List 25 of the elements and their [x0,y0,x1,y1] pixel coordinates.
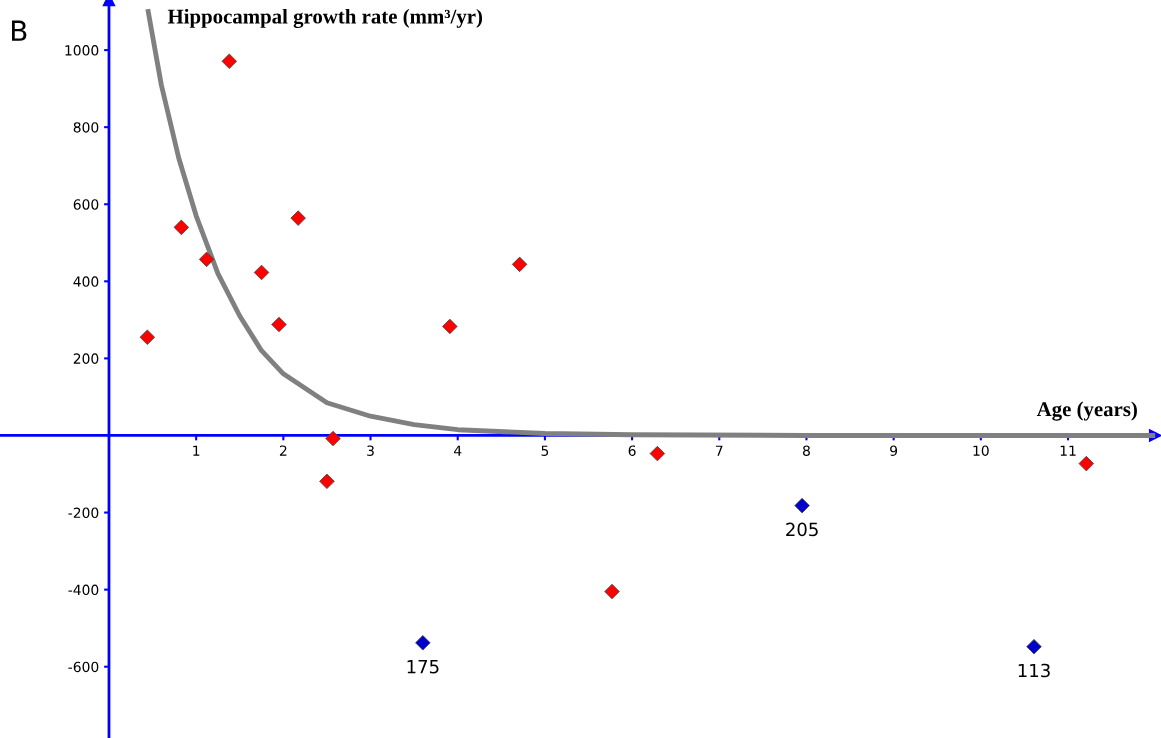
x-tick-label: 10 [973,445,989,456]
x-tick-label: 9 [890,445,898,456]
y-tick-label: 600 [73,199,99,210]
x-tick-label: 5 [541,445,549,456]
x-tick-label: 4 [453,445,462,456]
x-tick-label: 7 [715,445,723,456]
y-tick-label: 200 [73,353,99,364]
annotation: B [12,20,27,41]
x-tick-label: 11 [1060,445,1076,456]
y-tick-label: 400 [73,276,99,287]
x-tick-label: 1 [193,445,200,456]
x-tick-label: 3 [367,445,374,456]
y-tick-label: -400 [68,584,99,596]
x-tick-label: 8 [802,445,810,456]
y-tick-label: -200 [68,507,99,519]
annotation: 205 [786,522,818,537]
y-axis-title: Hippocampal growth rate (mm³/yr) [167,8,483,28]
x-tick-label: 6 [628,445,636,456]
x-tick-label: 2 [279,445,287,456]
x-axis-title: Age (years) [1036,401,1137,421]
annotation: 175 [407,660,439,674]
annotation: 113 [1018,663,1050,678]
y-tick-label: 1000 [65,45,99,56]
y-tick-label: 800 [73,122,99,133]
y-tick-label: -600 [68,661,99,673]
